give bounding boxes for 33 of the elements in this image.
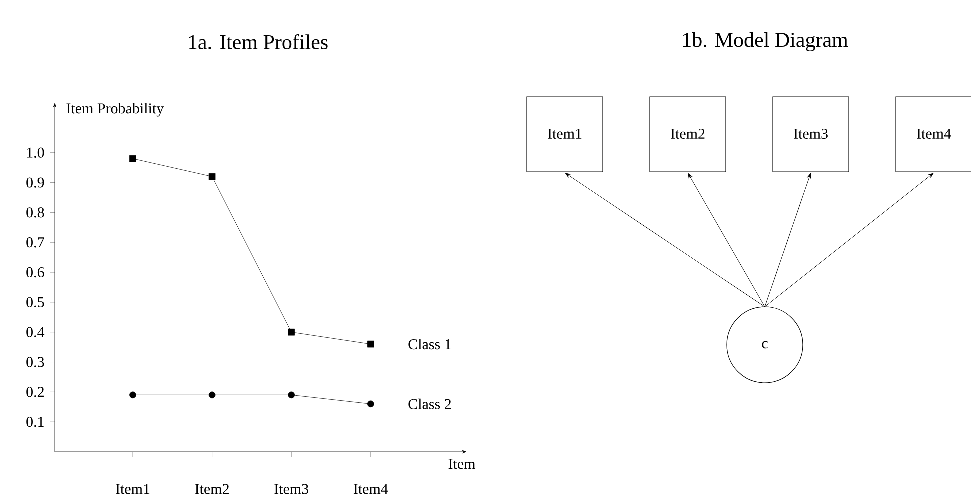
y-tick-label: 0.1 [26, 417, 44, 428]
y-tick-label: 0.2 [26, 387, 44, 398]
point [208, 173, 216, 180]
y-tick-label: 0.5 [26, 297, 44, 308]
y-tick-label: 0.4 [26, 327, 45, 338]
chart-title: 1a. Item Profiles [189, 34, 328, 50]
y-tick-label: 0.3 [26, 357, 44, 368]
text: Class 1 [408, 339, 451, 350]
point [130, 155, 136, 162]
x-tick-label: Item1 [116, 484, 150, 494]
x-tick-label: Item3 [274, 484, 309, 494]
point [130, 392, 136, 399]
point [208, 392, 216, 399]
point [368, 400, 374, 408]
y-tick-label: 1.0 [27, 148, 44, 158]
point [288, 392, 296, 399]
y-axis-title: Item Probability [66, 103, 164, 117]
text: Item4 [917, 128, 952, 139]
text: Item3 [794, 128, 828, 140]
text: Item2 [671, 128, 705, 140]
point [368, 340, 374, 348]
y-tick-label: 0.7 [26, 238, 44, 248]
x-tick-label: Item4 [354, 484, 388, 494]
point [288, 328, 296, 336]
text: c [762, 341, 768, 349]
x-tick-label: Item2 [195, 484, 229, 494]
x-axis-title: Item [448, 459, 476, 470]
text: Item1 [548, 128, 582, 140]
y-tick-label: 0.6 [26, 267, 44, 278]
y-tick-label: 0.8 [26, 208, 44, 218]
text: 1b. Model Diagram [683, 32, 848, 52]
text: Class 2 [408, 398, 452, 410]
y-tick-label: 0.9 [26, 178, 44, 188]
